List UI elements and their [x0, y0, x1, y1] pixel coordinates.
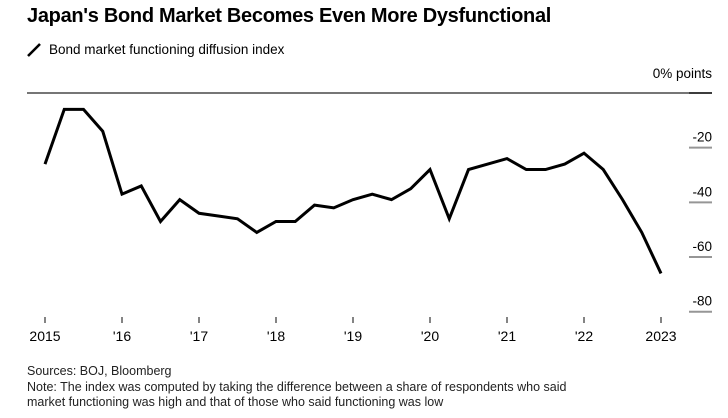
x-tick-label: '17: [190, 328, 208, 344]
x-tick-label: '21: [498, 328, 516, 344]
x-tick-label: 2015: [29, 328, 60, 344]
x-tick-label: '18: [267, 328, 285, 344]
y-tick-label: -40: [692, 184, 712, 199]
y-axis-unit-label: 0% points: [652, 66, 712, 81]
x-tick-label: '22: [575, 328, 593, 344]
line-series-icon: [27, 42, 41, 57]
chart-legend: Bond market functioning diffusion index: [27, 42, 284, 57]
y-tick-label: -20: [692, 130, 712, 145]
legend-label: Bond market functioning diffusion index: [49, 42, 285, 57]
x-tick-label: '16: [113, 328, 131, 344]
x-tick-label: 2023: [645, 328, 676, 344]
chart-title: Japan's Bond Market Becomes Even More Dy…: [27, 5, 552, 27]
note-text-line2: market functioning was high and that of …: [27, 395, 444, 409]
chart-footer: Sources: BOJ, Bloomberg Note: The index …: [27, 364, 566, 411]
sources-text: Sources: BOJ, Bloomberg: [27, 364, 172, 378]
note-text-line1: Note: The index was computed by taking t…: [27, 379, 567, 394]
x-tick-label: '19: [344, 328, 362, 344]
x-tick-label: '20: [421, 328, 439, 344]
y-tick-label: -80: [692, 294, 712, 309]
diffusion-index-line: [43, 107, 663, 275]
line-chart: -20 -40 -60 -80 2015 '16 '17 '18 '19 '20 '21 '22 202…: [27, 92, 712, 344]
y-tick-label: -60: [692, 239, 712, 254]
